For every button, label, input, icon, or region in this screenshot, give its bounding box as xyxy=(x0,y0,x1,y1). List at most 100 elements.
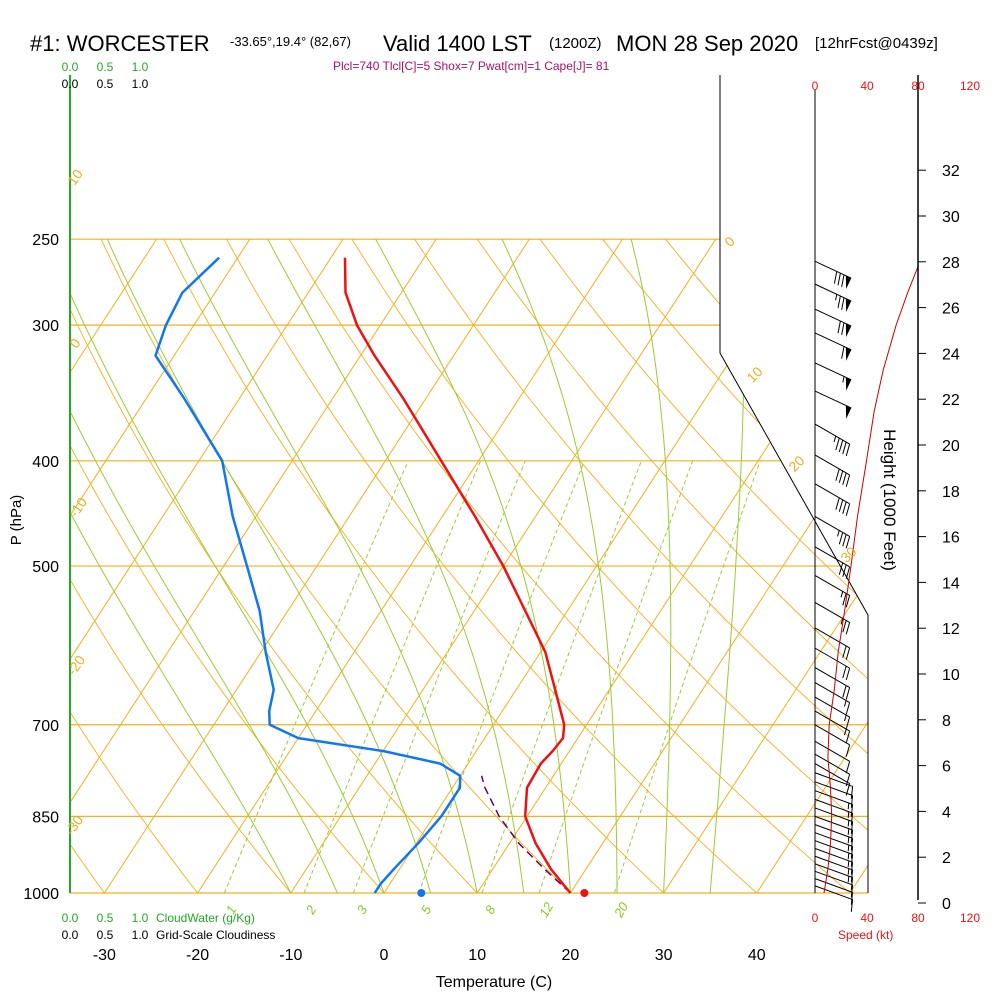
isotherm-label: 0 xyxy=(721,233,738,250)
wind-barb xyxy=(814,574,851,608)
wind-barb-shaft xyxy=(814,781,853,796)
x-tick-label: 0 xyxy=(380,947,389,964)
wind-barb-feather xyxy=(850,786,854,799)
mixing-ratio-label: 8 xyxy=(482,902,499,916)
wind-barb-feather xyxy=(835,437,840,451)
wind-barb-flag xyxy=(845,405,852,419)
wind-barb xyxy=(814,790,854,817)
speed-tick-bottom: 120 xyxy=(960,911,980,925)
wind-barb-feather xyxy=(850,892,854,905)
cloudiness-tick-top: 0.0 xyxy=(62,77,79,91)
wind-barb-feather xyxy=(845,744,851,757)
mixing-ratio-label: 20 xyxy=(610,899,631,921)
wind-barb-shaft xyxy=(814,423,850,445)
wind-barb-feather xyxy=(841,274,845,288)
x-tick-label: -30 xyxy=(93,947,116,964)
height-axis-title: Height (1000 Feet) xyxy=(880,429,899,571)
wind-barb-feather xyxy=(850,795,854,808)
height-tick-label: 14 xyxy=(942,575,960,592)
isobar-lines xyxy=(70,238,868,894)
height-tick-label: 30 xyxy=(942,209,960,226)
wind-barb-feather xyxy=(845,702,851,715)
wind-barb-flag xyxy=(845,275,852,290)
wind-barb-half-feather xyxy=(833,435,837,443)
wind-barb xyxy=(814,696,851,730)
cloudwater-tick-top: 1.0 xyxy=(132,60,149,74)
isotherm-line xyxy=(197,238,624,893)
dry-adiabat-line xyxy=(539,238,868,893)
cloudiness-tick-top: 0.5 xyxy=(97,77,114,91)
height-tick-label: 8 xyxy=(942,713,951,730)
surface-dewpoint-point xyxy=(417,889,426,897)
moist-adiabat-line xyxy=(501,238,618,893)
wind-barb-feather xyxy=(845,687,851,700)
wind-barb-shaft xyxy=(814,885,853,901)
wind-barb-feather xyxy=(842,501,847,514)
x-tick-label: 40 xyxy=(748,947,766,964)
dry-adiabat-line xyxy=(70,239,198,893)
wind-barb-feather xyxy=(842,472,847,485)
surface-temperature-point xyxy=(580,889,589,897)
height-tick-label: 28 xyxy=(942,255,960,272)
moist-adiabat-line xyxy=(70,239,338,893)
wind-barb-half-feather xyxy=(847,828,850,835)
wind-barb-feather xyxy=(850,884,854,898)
pressure-tick-label: 250 xyxy=(32,232,59,249)
pressure-tick-label: 300 xyxy=(32,318,59,335)
wind-barb xyxy=(814,855,854,883)
wind-barbs xyxy=(814,260,854,912)
wind-barb-half-feather xyxy=(843,700,847,707)
wind-barb xyxy=(814,781,854,808)
wind-barb-shaft xyxy=(814,546,850,568)
height-tick-label: 20 xyxy=(942,438,960,455)
wind-barb xyxy=(814,332,852,361)
wind-barb-shaft xyxy=(814,332,852,351)
wind-barb-half-feather xyxy=(835,294,838,301)
moist-adiabat-line xyxy=(179,238,478,893)
x-tick-label: 30 xyxy=(655,947,673,964)
wind-barb-shaft xyxy=(814,824,853,839)
wind-barb-feather xyxy=(845,761,851,774)
speed-tick-bottom: 80 xyxy=(911,911,925,925)
isotherm-line xyxy=(103,238,530,893)
speed-tick-bottom: 0 xyxy=(812,911,819,925)
isotherm-line xyxy=(70,238,158,893)
wind-barb-feather xyxy=(842,685,847,698)
wind-barb-feather xyxy=(850,869,854,883)
isotherm-line xyxy=(70,238,251,893)
wind-barb-shaft xyxy=(814,710,850,732)
wind-barb-half-feather xyxy=(847,844,850,852)
wind-barb xyxy=(814,515,851,549)
isotherm-label: 30 xyxy=(837,543,859,565)
mixing-ratio-line xyxy=(303,460,482,893)
wind-speed-panel xyxy=(823,266,919,894)
wind-barb-half-feather xyxy=(847,811,850,818)
y-axis-title: P (hPa) xyxy=(8,495,25,546)
cloudiness-tick-bottom: 1.0 xyxy=(132,928,149,942)
speed-tick-top: 40 xyxy=(860,79,874,93)
dry-adiabat-line xyxy=(979,239,1000,893)
isotherm-line xyxy=(663,238,868,893)
wind-barb-shaft xyxy=(814,260,852,279)
isotherm-label: 20 xyxy=(785,452,807,474)
cloudiness-tick-bottom: 0.5 xyxy=(97,928,114,942)
wind-barb-shaft xyxy=(814,308,852,327)
dry-adiabat-line xyxy=(414,238,868,893)
wind-barb-half-feather xyxy=(840,591,844,598)
wind-barb-half-feather xyxy=(843,714,847,722)
height-tick-label: 12 xyxy=(942,621,960,638)
wind-barb-feather xyxy=(842,645,847,658)
dry-adiabat-line xyxy=(476,238,868,893)
mixing-ratio-line xyxy=(352,460,526,893)
cloudwater-tick-bottom: 0.0 xyxy=(62,911,79,925)
height-tick-label: 0 xyxy=(942,896,951,913)
wind-barb-feather xyxy=(841,322,845,335)
wind-barb xyxy=(814,308,852,337)
height-tick-label: 6 xyxy=(942,759,951,776)
wind-barb-shaft xyxy=(814,840,853,855)
isotherm-label: 0 xyxy=(66,335,84,351)
wind-barb xyxy=(814,260,852,290)
wind-barb-feather xyxy=(845,730,851,744)
wind-barb-shaft xyxy=(814,855,853,871)
